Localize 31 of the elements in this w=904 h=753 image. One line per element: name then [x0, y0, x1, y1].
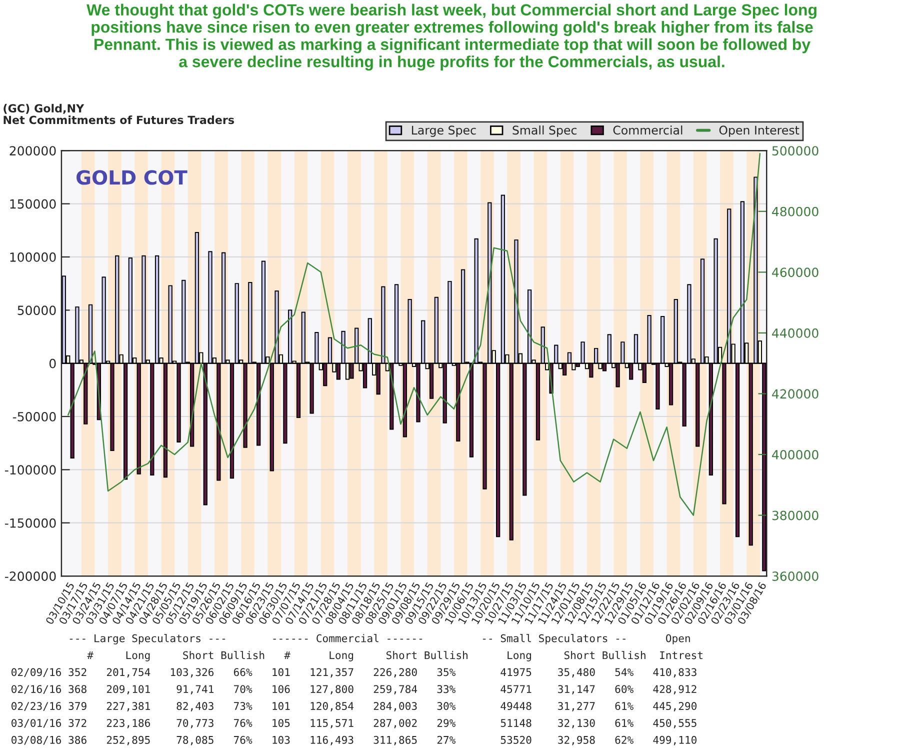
- annotation: GOLD COT: [76, 170, 188, 185]
- y-tick-label: 150000: [10, 199, 56, 209]
- y2-tick-label: 360000: [772, 572, 818, 581]
- y2-tick-label: 380000: [772, 510, 818, 520]
- text: 02/09/16 352 201,754 103,326 66% 101 121,357 226,280 35% 41975 35,480 54% 410,833: [12, 668, 696, 678]
- y-tick-label: 0: [49, 358, 56, 368]
- y2-tick-label: 420000: [772, 389, 818, 399]
- y-tick-label: 200000: [10, 146, 56, 156]
- y-tick-label: -50000: [12, 412, 56, 422]
- y2-tick-label: 460000: [772, 268, 818, 278]
- y2-tick-label: 440000: [772, 328, 818, 338]
- chart-subtitle: (GC) Gold,NY Net Commitments of Futures Traders: [4, 104, 234, 124]
- text: 02/23/16 379 227,381 82,403 73% 101 120,854 284,003 30% 49448 31,277 61% 445,290: [12, 702, 696, 712]
- text: --- Large Speculators --- ------ Commercial ------ -- Small Speculators -- Open: [70, 634, 690, 644]
- legend-label: Open Interest: [719, 126, 800, 137]
- y2-tick-label: 480000: [772, 206, 818, 216]
- text: 03/01/16 372 223,186 70,773 76% 105 115,571 287,002 29% 51148 32,130 61% 450,555: [12, 718, 696, 728]
- chart-title: We thought that gold's COTs were bearish last week, but Commercial short and Large Spec long positions have since risen to even greater extremes following gold's break higher from its false Pennant. This is viewed as marking a significant intermediate top that will soon be followed by a severe decline resulting in huge profits for the Commercials, as usual.: [86, 4, 816, 71]
- y2-tick-label: 400000: [772, 450, 818, 460]
- text: 02/16/16 368 209,101 91,741 70% 106 127,800 259,784 33% 45771 31,147 60% 428,912: [12, 685, 696, 694]
- y-tick-label: -200000: [4, 572, 56, 581]
- text: # Long Short Bullish # Long Short Bullish Long Short Bullish Intrest: [87, 650, 703, 662]
- legend-label: Commercial: [613, 125, 682, 135]
- y-tick-label: -100000: [4, 465, 56, 475]
- legend-label: Small Spec: [512, 125, 577, 137]
- text: 03/08/16 386 252,895 78,085 76% 103 116,493 311,865 27% 53520 32,958 62% 499,110: [12, 736, 696, 746]
- y-tick-label: -150000: [4, 518, 56, 528]
- y2-tick-label: 500000: [772, 146, 818, 156]
- y-tick-label: 50000: [18, 306, 56, 316]
- y-tick-label: 100000: [10, 252, 56, 262]
- legend-label: Large Spec: [412, 126, 476, 137]
